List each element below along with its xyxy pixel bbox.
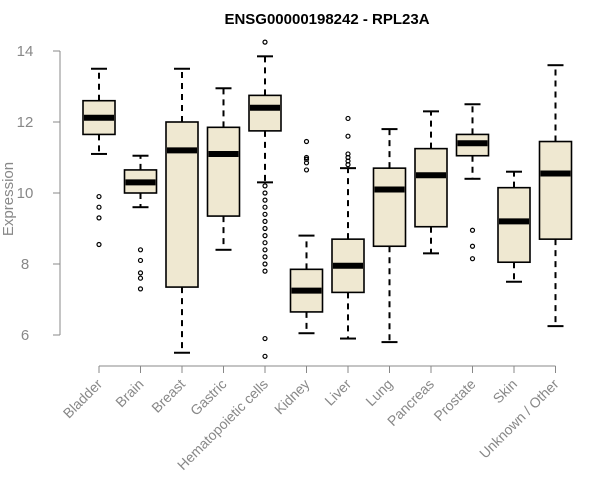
outlier-point [96, 193, 102, 200]
outlier-point [262, 183, 268, 189]
interquartile-box [206, 126, 241, 217]
box-prostate [455, 103, 490, 262]
outlier-point [303, 154, 310, 161]
outlier-point [262, 268, 268, 274]
x-tick-label: Skin [490, 376, 521, 407]
x-tick-label: Prostate [430, 376, 478, 424]
outlier-point [262, 353, 268, 359]
box-skin [497, 170, 531, 283]
outlier-point [345, 115, 351, 122]
outlier-point [262, 261, 268, 267]
box-breast [165, 67, 199, 354]
x-tick-label: Breast [148, 376, 188, 416]
outlier-point [303, 138, 310, 145]
outlier-point [262, 204, 268, 210]
outlier-point [469, 243, 476, 249]
box-brain [123, 154, 158, 292]
y-tick-label: 8 [21, 256, 29, 273]
outlier-point [262, 247, 268, 253]
outlier-point [469, 227, 476, 233]
outlier-point [262, 190, 268, 196]
x-tick-label: Brain [112, 376, 146, 410]
box-gastric [206, 87, 241, 251]
outlier-point [262, 233, 268, 239]
outlier-point [137, 257, 144, 264]
outlier-point [262, 254, 268, 260]
box-lung [372, 128, 407, 344]
interquartile-box [497, 186, 531, 264]
outlier-point [262, 39, 268, 45]
outlier-point [262, 335, 268, 342]
box-hematopoietic-cells [248, 39, 282, 359]
box-pancreas [414, 110, 448, 255]
outlier-point [345, 162, 351, 168]
box-kidney [289, 138, 324, 335]
x-tick-label: Liver [321, 376, 354, 409]
box-bladder [82, 67, 116, 248]
box-unknown-other [538, 64, 573, 328]
y-axis-label: Expression [0, 162, 17, 236]
y-tick-label: 12 [17, 114, 34, 131]
outlier-point [262, 225, 268, 232]
outlier-point [96, 215, 102, 221]
x-tick-label: Kidney [271, 376, 313, 418]
outlier-point [262, 218, 268, 224]
outlier-point [137, 275, 144, 281]
outlier-point [137, 270, 144, 276]
chart-title: ENSG00000198242 - RPL23A [224, 11, 429, 28]
outlier-point [137, 286, 144, 292]
outlier-point [262, 197, 268, 203]
interquartile-box [165, 121, 199, 288]
outlier-point [345, 133, 351, 139]
outlier-point [303, 167, 310, 173]
y-axis: 6 8 10 12 14 [17, 43, 61, 344]
interquartile-box [248, 94, 282, 132]
x-tick-label: Lung [362, 376, 395, 409]
outlier-point [262, 211, 268, 217]
outlier-point [262, 240, 268, 246]
x-tick-label: Unknown / Other [476, 376, 562, 462]
box-liver [331, 115, 365, 340]
y-tick-label: 10 [17, 185, 34, 202]
y-tick-label: 14 [17, 43, 34, 60]
outlier-point [469, 256, 476, 262]
interquartile-box [414, 147, 448, 228]
interquartile-box [372, 167, 407, 248]
box-series [82, 39, 573, 359]
outlier-point [137, 247, 144, 253]
interquartile-box [538, 140, 573, 240]
y-tick-label: 6 [21, 327, 29, 344]
outlier-point [96, 241, 102, 248]
outlier-point [303, 160, 310, 166]
x-tick-label: Bladder [60, 376, 106, 422]
outlier-point [96, 204, 102, 210]
